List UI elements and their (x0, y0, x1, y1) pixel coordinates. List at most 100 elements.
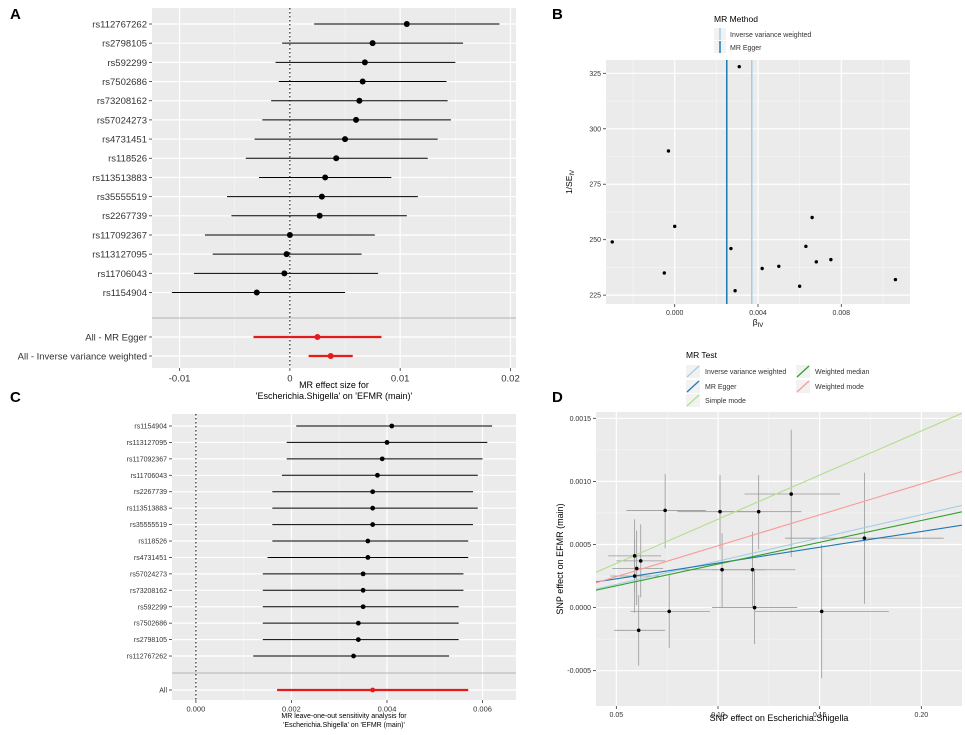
snp-label-rs4731451: rs4731451 (102, 135, 147, 146)
snp-label-rs113127095: rs113127095 (92, 250, 147, 261)
legend-entry: Simple mode (705, 398, 746, 405)
y-tick-label: 0.0015 (570, 416, 592, 423)
x-tick-label: 0.000 (666, 310, 684, 317)
legend-key-line (686, 380, 700, 393)
point-estimate-rs73208162 (356, 97, 363, 104)
x-axis-subtitle: 'Escherichia.Shigella' on 'EFMR (main)' (256, 391, 413, 401)
snp-label-rs73208162: rs73208162 (97, 96, 147, 107)
legend-title: MR Test (686, 350, 718, 360)
x-axis-subtitle: 'Escherichia.Shigella' on 'EFMR (main)' (283, 722, 405, 729)
data-point (750, 567, 755, 572)
y-tick-label: -0.0005 (567, 668, 591, 675)
regression-line (596, 511, 962, 591)
point-estimate-rs57024273 (360, 571, 366, 577)
y-tick-label: 300 (589, 126, 601, 133)
data-point (662, 271, 667, 275)
point-estimate-rs113127095 (384, 440, 390, 445)
data-point (804, 244, 808, 249)
data-point (632, 554, 637, 558)
snp-label-rs118526: rs118526 (108, 154, 147, 165)
x-tick-label: 0.002 (282, 705, 301, 714)
panel-d-letter: D (552, 389, 563, 406)
x-tick-label: 0.02 (501, 374, 520, 385)
regression-line (596, 504, 962, 590)
point-estimate-rs2798105 (355, 637, 361, 642)
data-point (819, 609, 824, 614)
x-axis-title: βIV (753, 317, 764, 329)
legend-entry: MR Egger (705, 384, 737, 391)
point-estimate-rs7502686 (355, 620, 361, 626)
data-point (777, 264, 781, 268)
y-tick-label: 250 (589, 237, 601, 244)
x-axis-title-main: β (753, 317, 758, 327)
data-point (756, 509, 761, 514)
point-estimate-rs118526 (333, 155, 340, 162)
data-point (636, 628, 641, 633)
legend-key-line (686, 365, 700, 378)
regression-line (596, 524, 962, 583)
snp-label-rs7502686: rs7502686 (102, 77, 147, 88)
x-axis-title: SNP effect on Escherichia.Shigella (710, 713, 849, 723)
point-estimate-rs1154904 (389, 423, 395, 429)
point-estimate-rs35555519 (318, 193, 325, 200)
y-tick-label: 275 (589, 182, 601, 189)
data-point (733, 288, 737, 293)
snp-label-rs57024273: rs57024273 (97, 115, 147, 126)
snp-label-rs112767262: rs112767262 (127, 654, 167, 661)
data-point (829, 257, 833, 262)
summary-point-estimate (314, 334, 321, 340)
legend-entry: Inverse variance weighted (730, 32, 811, 39)
snp-label-rs35555519: rs35555519 (97, 192, 147, 203)
data-point (737, 64, 741, 69)
snp-label-rs2798105: rs2798105 (134, 637, 167, 644)
snp-label-rs35555519: rs35555519 (130, 522, 167, 529)
point-estimate-rs2798105 (369, 40, 376, 47)
x-tick-label: 0.10 (711, 712, 725, 719)
snp-label-rs73208162: rs73208162 (130, 588, 167, 595)
panel-c-letter: C (10, 389, 21, 406)
y-tick-label: 0.0010 (570, 479, 592, 486)
data-point (862, 536, 867, 540)
snp-label-rs112767262: rs112767262 (92, 19, 147, 30)
snp-label-rs113513883: rs113513883 (127, 506, 167, 513)
y-axis-title-main: 1/SE (564, 175, 574, 194)
point-estimate-rs35555519 (370, 522, 376, 527)
point-estimate-rs112767262 (403, 21, 410, 27)
regression-line (596, 412, 962, 573)
plot-content (596, 412, 962, 679)
point-estimate-rs4731451 (342, 136, 349, 143)
plot-background (596, 412, 962, 706)
snp-label-rs11706043: rs11706043 (98, 269, 147, 280)
regression-line (596, 471, 962, 584)
x-tick-label: -0.01 (169, 374, 191, 385)
panel-a-forest-plot: -0.01 0 0.01 0.02 rs112767262 rs2798105 rs5922… (18, 8, 520, 401)
panel-d-scatter-plot: MR Test Inverse variance weighted MR Egger… (555, 350, 962, 723)
point-estimate-rs117092367 (379, 456, 385, 462)
snp-label-rs7502686: rs7502686 (134, 621, 167, 628)
snp-label-rs117092367: rs117092367 (127, 456, 167, 463)
point-estimate-rs11706043 (281, 270, 288, 277)
panel-c-leave-one-out-plot: 0.000 0.002 0.004 0.006 rs1154904 rs113127095… (127, 414, 516, 729)
snp-label-rs592299: rs592299 (107, 58, 147, 69)
y-axis-title: 1/SEIV (564, 170, 576, 194)
data-point (666, 149, 671, 153)
x-tick-label: 0.004 (378, 705, 397, 714)
point-estimate-rs117092367 (286, 231, 293, 238)
snp-label-rs1154904: rs1154904 (103, 288, 147, 299)
legend-key-line (796, 365, 810, 378)
x-tick-label: 0.000 (186, 705, 205, 714)
data-point (797, 284, 802, 288)
snp-label-rs11706043: rs11706043 (131, 473, 168, 480)
x-tick-label: 0.05 (610, 712, 624, 719)
y-tick-label: 225 (589, 293, 601, 300)
snp-label-rs592299: rs592299 (138, 604, 167, 611)
legend-key-line (796, 380, 810, 393)
summary-point-estimate (327, 353, 334, 359)
x-axis-title: MR leave-one-out sensitivity analysis fo… (281, 713, 407, 720)
data-point (814, 260, 819, 264)
y-tick-label: 0.0005 (570, 542, 592, 549)
y-tick-label: 0.0000 (570, 605, 592, 612)
x-tick-label: 0 (287, 374, 292, 385)
summary-point-estimate (370, 687, 376, 693)
data-point (638, 559, 643, 563)
